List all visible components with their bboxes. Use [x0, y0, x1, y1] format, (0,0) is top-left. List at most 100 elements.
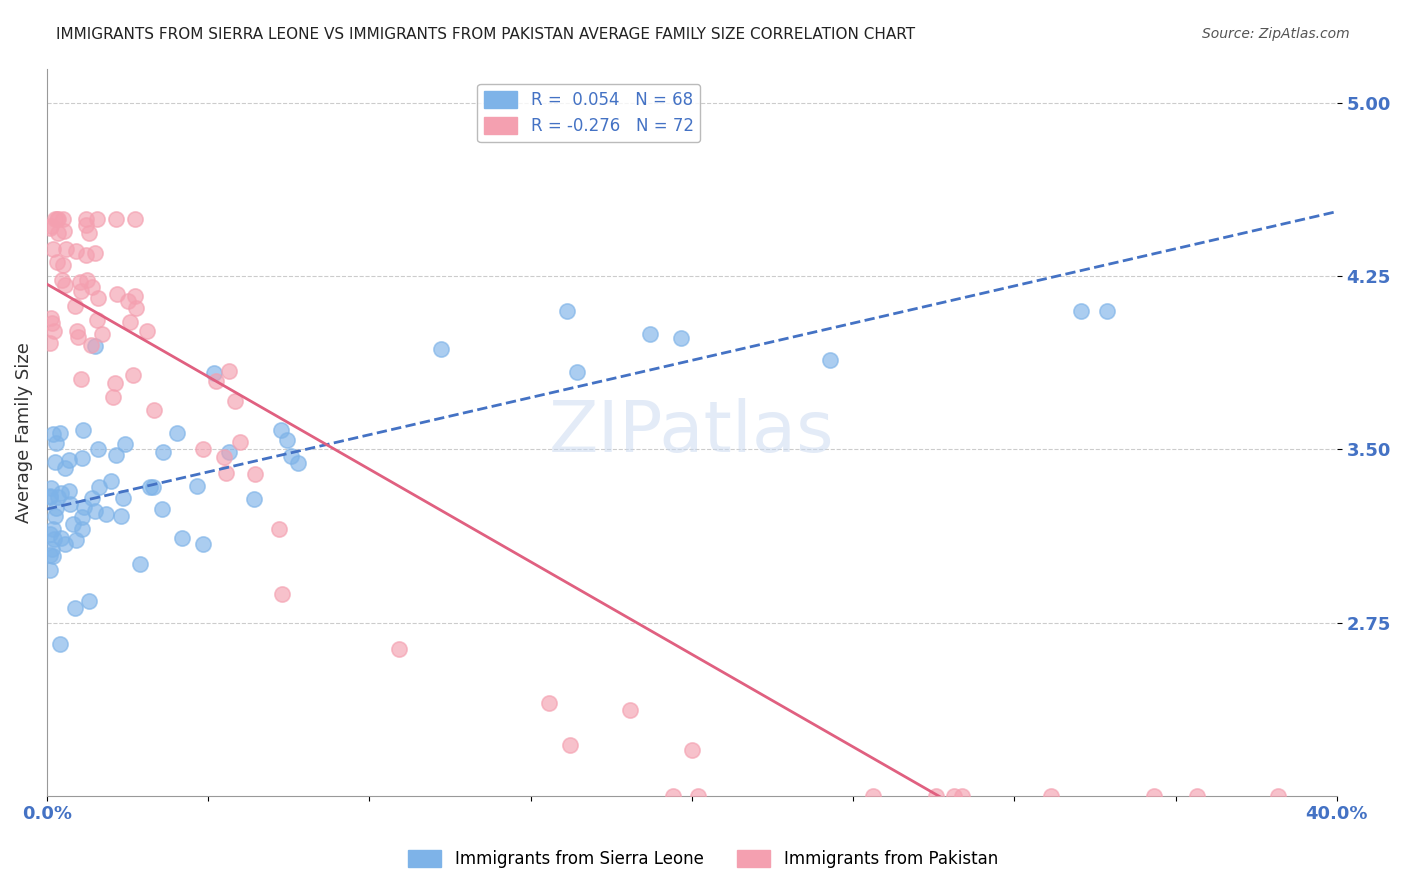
Point	[686, 789, 709, 803]
Point	[75, 218, 97, 232]
Point	[70, 284, 93, 298]
Point	[44, 211, 66, 226]
Point	[818, 352, 841, 367]
Point	[58, 483, 80, 498]
Point	[39, 481, 62, 495]
Point	[280, 449, 302, 463]
Legend: R =  0.054   N = 68, R = -0.276   N = 72: R = 0.054 N = 68, R = -0.276 N = 72	[477, 84, 700, 142]
Point	[87, 442, 110, 456]
Point	[862, 789, 884, 803]
Point	[270, 423, 292, 437]
Point	[52, 211, 75, 226]
Point	[218, 445, 240, 459]
Point	[51, 273, 73, 287]
Point	[87, 481, 110, 495]
Point	[229, 434, 252, 449]
Y-axis label: Average Family Size: Average Family Size	[15, 342, 32, 523]
Point	[59, 497, 82, 511]
Point	[558, 738, 581, 752]
Point	[70, 509, 93, 524]
Point	[105, 286, 128, 301]
Point	[86, 211, 108, 226]
Point	[53, 461, 76, 475]
Point	[269, 522, 291, 536]
Point	[142, 480, 165, 494]
Point	[276, 433, 298, 447]
Point	[82, 280, 104, 294]
Legend: Immigrants from Sierra Leone, Immigrants from Pakistan: Immigrants from Sierra Leone, Immigrants…	[402, 843, 1004, 875]
Point	[39, 310, 62, 325]
Point	[48, 211, 70, 226]
Point	[39, 219, 62, 233]
Point	[1040, 789, 1063, 803]
Point	[104, 376, 127, 390]
Point	[46, 226, 69, 240]
Point	[1267, 789, 1289, 803]
Point	[53, 278, 76, 293]
Point	[619, 703, 641, 717]
Point	[118, 315, 141, 329]
Point	[681, 742, 703, 756]
Point	[124, 211, 146, 226]
Point	[565, 364, 588, 378]
Point	[52, 258, 75, 272]
Point	[41, 542, 63, 557]
Point	[191, 442, 214, 456]
Point	[205, 374, 228, 388]
Point	[537, 696, 560, 710]
Point	[44, 509, 66, 524]
Point	[287, 457, 309, 471]
Point	[44, 455, 66, 469]
Point	[45, 436, 67, 450]
Point	[65, 533, 87, 547]
Point	[63, 601, 86, 615]
Point	[44, 324, 66, 338]
Point	[70, 372, 93, 386]
Point	[58, 452, 80, 467]
Point	[245, 467, 267, 481]
Point	[243, 491, 266, 506]
Point	[104, 211, 127, 226]
Point	[39, 563, 62, 577]
Point	[39, 221, 62, 235]
Point	[112, 491, 135, 505]
Point	[1095, 304, 1118, 318]
Point	[943, 789, 966, 803]
Point	[142, 402, 165, 417]
Point	[80, 491, 103, 505]
Point	[41, 426, 63, 441]
Point	[39, 527, 62, 541]
Point	[41, 242, 63, 256]
Point	[271, 587, 294, 601]
Point	[49, 485, 72, 500]
Point	[72, 500, 94, 514]
Point	[152, 445, 174, 459]
Point	[42, 533, 65, 547]
Point	[65, 324, 87, 338]
Point	[80, 337, 103, 351]
Point	[1143, 789, 1166, 803]
Point	[84, 338, 107, 352]
Point	[186, 479, 208, 493]
Point	[215, 466, 238, 480]
Point	[48, 490, 70, 504]
Point	[105, 448, 128, 462]
Point	[124, 289, 146, 303]
Point	[661, 789, 683, 803]
Point	[136, 324, 159, 338]
Point	[387, 641, 409, 656]
Point	[202, 366, 225, 380]
Point	[83, 504, 105, 518]
Point	[128, 557, 150, 571]
Text: IMMIGRANTS FROM SIERRA LEONE VS IMMIGRANTS FROM PAKISTAN AVERAGE FAMILY SIZE COR: IMMIGRANTS FROM SIERRA LEONE VS IMMIGRAN…	[56, 27, 915, 42]
Point	[1070, 304, 1092, 318]
Point	[63, 299, 86, 313]
Point	[172, 532, 194, 546]
Point	[77, 226, 100, 240]
Point	[72, 523, 94, 537]
Point	[75, 211, 97, 226]
Point	[76, 273, 98, 287]
Point	[430, 342, 453, 356]
Text: ZIPatlas: ZIPatlas	[550, 398, 835, 467]
Point	[638, 327, 661, 342]
